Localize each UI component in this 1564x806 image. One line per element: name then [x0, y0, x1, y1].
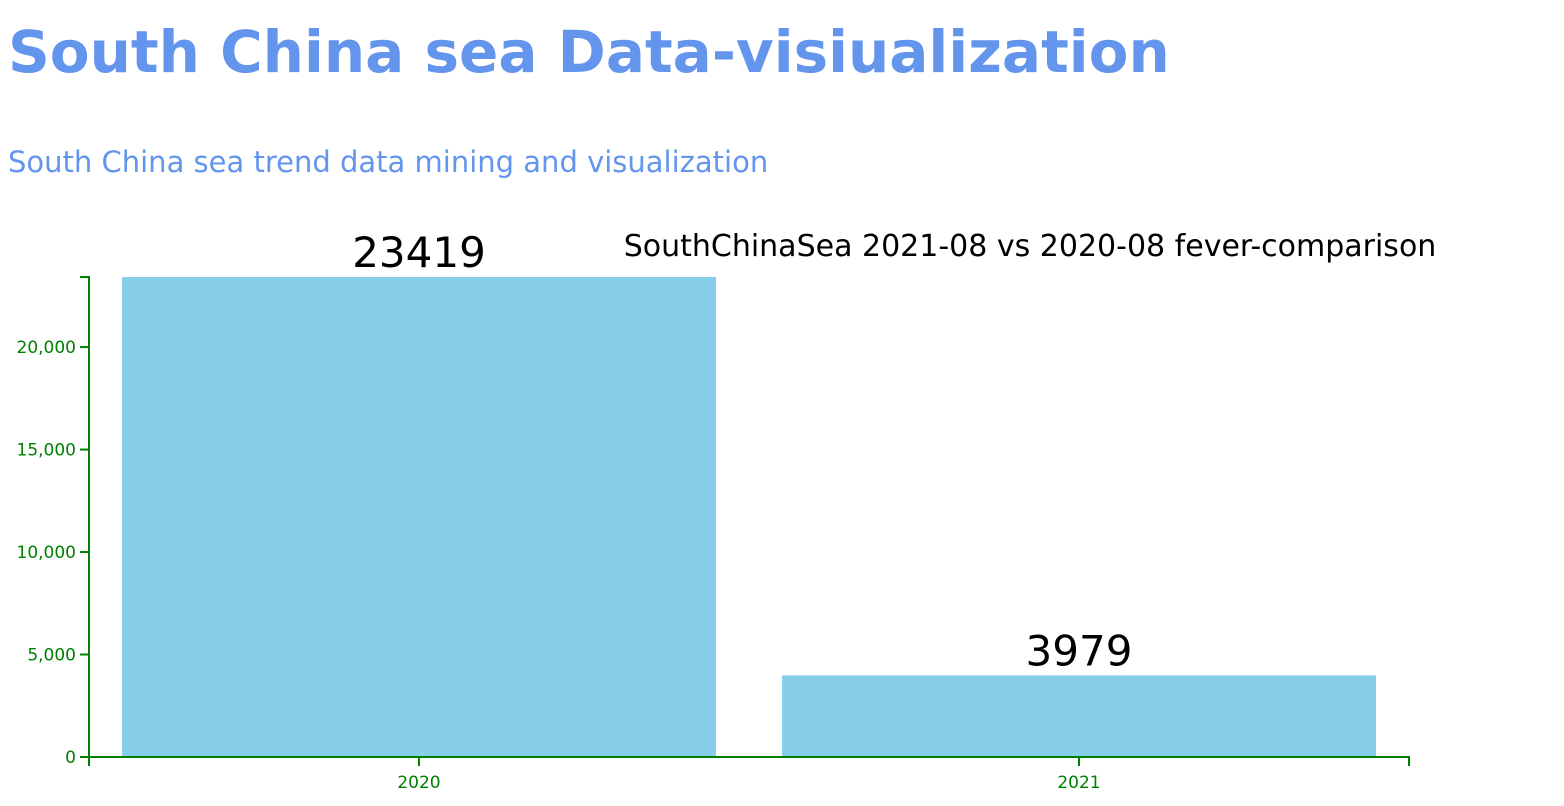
- data-label-2021: 3979: [1026, 626, 1133, 675]
- x-tick-label: 2021: [1057, 773, 1100, 793]
- page-title: South China sea Data-visiualization: [8, 18, 1170, 86]
- data-label-2020: 23419: [352, 228, 486, 277]
- bar-2020: [122, 277, 716, 757]
- x-tick-label: 2020: [397, 773, 440, 793]
- y-tick-label: 15,000: [17, 441, 76, 461]
- y-axis: 0 5,000 10,000 15,000 20,000: [17, 276, 90, 768]
- bars-layer: [122, 277, 1376, 757]
- data-labels-layer: 23419 3979: [352, 228, 1132, 675]
- x-axis: 2020 2021: [88, 756, 1410, 793]
- y-tick-label: 5,000: [27, 646, 76, 666]
- y-tick-label: 10,000: [17, 543, 76, 563]
- y-axis-line: [80, 276, 90, 758]
- x-axis-line: [88, 756, 1410, 766]
- y-tick-label: 20,000: [17, 338, 76, 358]
- bar-2021: [782, 675, 1376, 757]
- chart-title: SouthChinaSea 2021-08 vs 2020-08 fever-c…: [624, 229, 1437, 264]
- y-tick-label: 0: [65, 748, 76, 768]
- page-subtitle: South China sea trend data mining and vi…: [8, 145, 769, 179]
